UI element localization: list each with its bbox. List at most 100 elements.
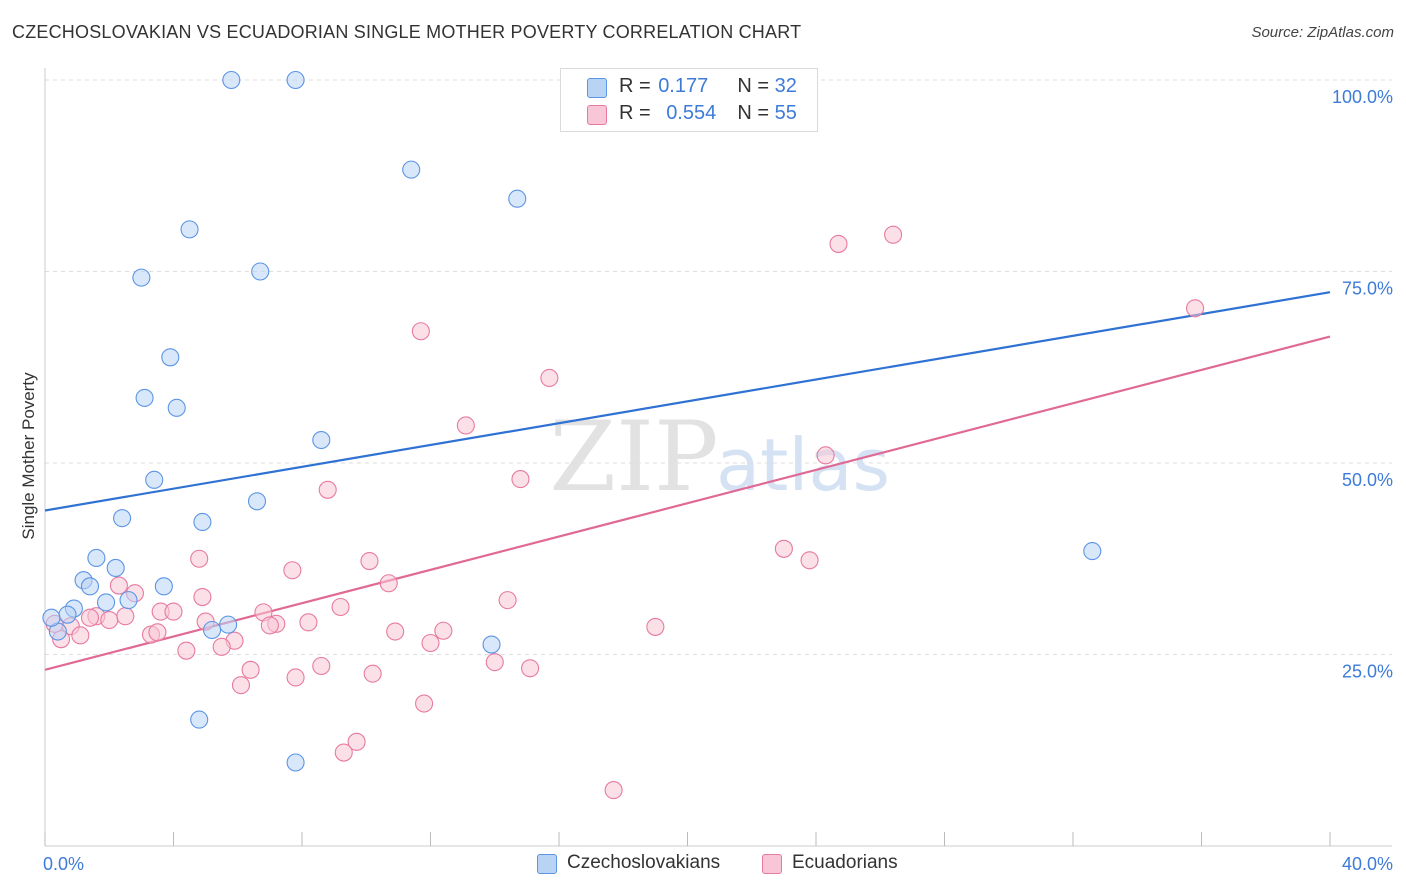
point-ecuadorians bbox=[884, 225, 903, 244]
point-ecuadorians bbox=[286, 668, 305, 687]
point-czechoslovakians bbox=[87, 548, 106, 568]
point-czechoslovakians bbox=[42, 608, 61, 627]
point-czechoslovakians bbox=[161, 348, 180, 367]
point-ecuadorians bbox=[604, 781, 623, 800]
point-ecuadorians bbox=[1186, 299, 1205, 318]
stats-legend: R = 0.177 N = 32 R = 0.554 N = 55 bbox=[560, 68, 818, 132]
point-ecuadorians bbox=[646, 617, 665, 636]
chart-source: Source: ZipAtlas.com bbox=[1251, 24, 1394, 41]
chart-title: CZECHOSLOVAKIAN VS ECUADORIAN SINGLE MOT… bbox=[12, 22, 802, 42]
point-czechoslovakians bbox=[58, 605, 77, 624]
point-ecuadorians bbox=[241, 660, 260, 679]
point-ecuadorians bbox=[109, 576, 128, 595]
point-ecuadorians bbox=[193, 587, 212, 607]
point-czechoslovakians bbox=[203, 620, 222, 640]
point-ecuadorians bbox=[312, 656, 331, 676]
point-ecuadorians bbox=[231, 676, 251, 695]
point-ecuadorians bbox=[80, 608, 100, 627]
point-ecuadorians bbox=[485, 653, 504, 672]
point-ecuadorians bbox=[212, 637, 231, 656]
point-ecuadorians bbox=[363, 664, 382, 683]
point-ecuadorians bbox=[521, 659, 540, 678]
grid-lines bbox=[45, 79, 1392, 655]
legend-r-label: R = bbox=[619, 75, 651, 97]
point-czechoslovakians bbox=[132, 268, 151, 287]
point-ecuadorians bbox=[415, 694, 434, 713]
bottom-legend-label-ecuadorians: Ecuadorians bbox=[792, 852, 898, 873]
point-czechoslovakians bbox=[80, 577, 100, 596]
axes bbox=[44, 68, 1392, 847]
point-czechoslovakians bbox=[222, 70, 241, 90]
axis-labels: 25.0% 50.0% 75.0% 100.0% 0.0% 40.0% Single Mot… bbox=[19, 87, 1393, 874]
point-czechoslovakians bbox=[145, 470, 164, 489]
legend-n-label: N = bbox=[737, 102, 770, 124]
point-czechoslovakians bbox=[1083, 542, 1102, 561]
point-czechoslovakians bbox=[154, 577, 173, 596]
point-ecuadorians bbox=[421, 633, 440, 653]
y-tick-label: 50.0% bbox=[1342, 470, 1393, 490]
point-czechoslovakians bbox=[113, 509, 132, 528]
data-points bbox=[42, 70, 1205, 800]
point-czechoslovakians bbox=[508, 189, 527, 208]
point-ecuadorians bbox=[283, 561, 302, 580]
x-tick-label: 40.0% bbox=[1342, 854, 1393, 874]
point-czechoslovakians bbox=[402, 160, 421, 179]
point-czechoslovakians bbox=[106, 558, 125, 577]
bottom-legend-swatch-ecuadorians bbox=[762, 854, 782, 874]
point-ecuadorians bbox=[386, 622, 405, 641]
point-ecuadorians bbox=[829, 234, 848, 253]
point-ecuadorians bbox=[540, 368, 559, 388]
y-tick-label: 25.0% bbox=[1342, 662, 1393, 682]
legend-swatch-czechoslovakians bbox=[587, 78, 607, 98]
point-ecuadorians bbox=[71, 626, 90, 645]
point-ecuadorians bbox=[498, 591, 517, 610]
point-ecuadorians bbox=[774, 539, 793, 558]
bottom-legend-label-czechoslovakians: Czechoslovakians bbox=[567, 852, 721, 873]
legend-r-value: 0.177 bbox=[658, 75, 709, 97]
point-ecuadorians bbox=[260, 616, 279, 635]
trend-line-czechoslovakians bbox=[44, 291, 1331, 512]
point-ecuadorians bbox=[816, 446, 835, 465]
y-tick-label: 100.0% bbox=[1332, 87, 1393, 107]
point-czechoslovakians bbox=[119, 591, 138, 610]
watermark-atlas: atlas bbox=[716, 423, 890, 507]
point-ecuadorians bbox=[100, 610, 119, 630]
trend-line-ecuadorians bbox=[44, 335, 1331, 671]
point-ecuadorians bbox=[411, 322, 430, 341]
point-czechoslovakians bbox=[96, 593, 116, 612]
legend-r-value: 0.554 bbox=[666, 102, 717, 124]
point-ecuadorians bbox=[177, 641, 196, 660]
point-czechoslovakians bbox=[247, 492, 267, 511]
point-czechoslovakians bbox=[219, 615, 238, 634]
point-czechoslovakians bbox=[193, 512, 212, 532]
point-czechoslovakians bbox=[286, 753, 305, 772]
point-czechoslovakians bbox=[190, 710, 209, 729]
point-ecuadorians bbox=[318, 480, 337, 499]
bottom-legend-swatch-czechoslovakians bbox=[537, 854, 557, 874]
point-ecuadorians bbox=[148, 623, 167, 642]
point-ecuadorians bbox=[456, 416, 475, 435]
point-ecuadorians bbox=[334, 743, 353, 762]
legend-n-value: 32 bbox=[774, 75, 797, 97]
legend-swatch-ecuadorians bbox=[587, 105, 607, 125]
point-ecuadorians bbox=[800, 551, 819, 570]
point-ecuadorians bbox=[347, 732, 366, 751]
legend-r-label: R = bbox=[619, 102, 651, 124]
x-tick-label: 0.0% bbox=[43, 854, 84, 874]
point-czechoslovakians bbox=[312, 430, 331, 450]
point-czechoslovakians bbox=[167, 398, 186, 417]
point-czechoslovakians bbox=[482, 635, 501, 654]
point-ecuadorians bbox=[116, 607, 135, 626]
watermark-zip: ZIP bbox=[549, 401, 718, 513]
legend-n-label: N = bbox=[737, 75, 770, 97]
point-ecuadorians bbox=[511, 470, 530, 489]
point-ecuadorians bbox=[299, 613, 318, 632]
point-ecuadorians bbox=[434, 621, 453, 640]
point-czechoslovakians bbox=[251, 262, 270, 281]
point-czechoslovakians bbox=[135, 388, 154, 407]
point-ecuadorians bbox=[331, 597, 350, 617]
y-tick-label: 75.0% bbox=[1342, 279, 1393, 299]
point-ecuadorians bbox=[379, 574, 398, 593]
point-ecuadorians bbox=[190, 549, 209, 568]
